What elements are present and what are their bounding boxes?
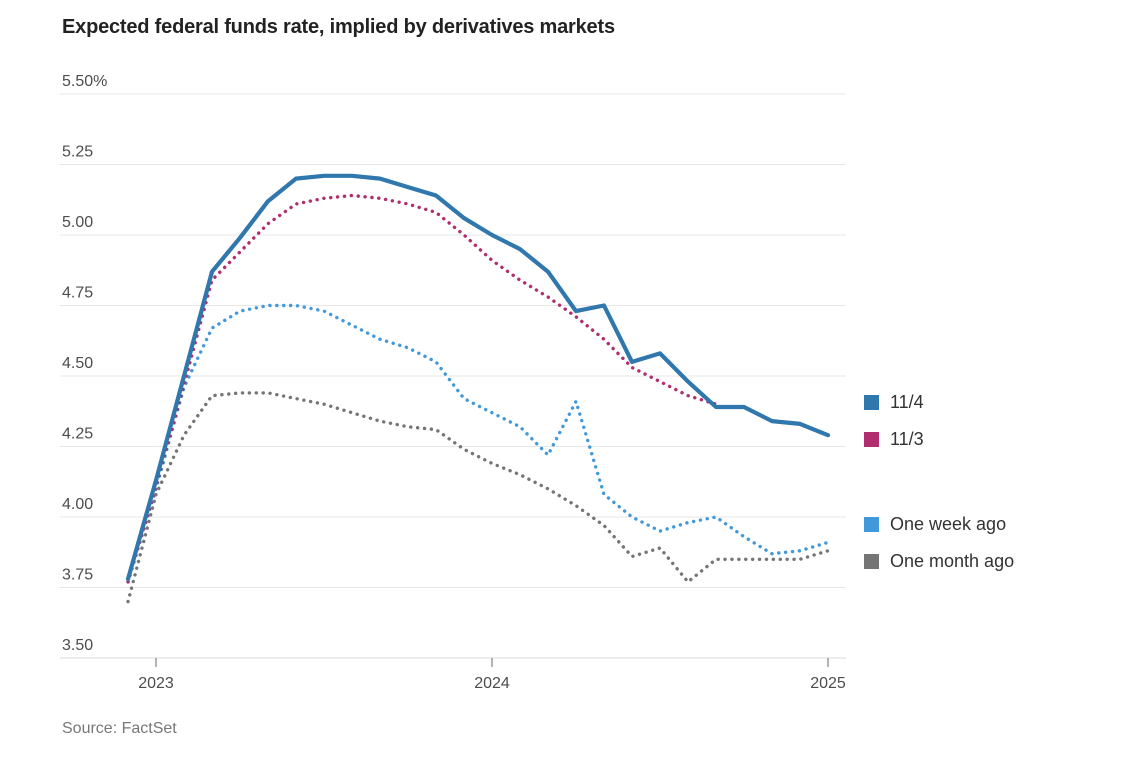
y-axis-tick-label: 3.50 <box>62 637 93 654</box>
legend-swatch <box>864 394 879 410</box>
legend-item-11-3: 11/3 <box>864 429 924 449</box>
legend-label: One week ago <box>890 513 1007 534</box>
legend-label: One month ago <box>890 550 1015 571</box>
chart-title: Expected federal funds rate, implied by … <box>62 16 615 38</box>
legend-swatch <box>864 553 879 569</box>
legend-item-11-4: 11/4 <box>864 392 924 412</box>
y-axis-tick-label: 5.25 <box>62 144 93 161</box>
y-axis-tick-label: 3.75 <box>62 567 93 584</box>
legend-label: 11/4 <box>890 391 924 412</box>
x-axis-tick-label: 2023 <box>138 675 174 692</box>
y-axis-tick-label: 5.00 <box>62 214 93 231</box>
line-11-3 <box>126 193 718 584</box>
line-11-4 <box>125 173 831 582</box>
legend-item-one-month-ago: One month ago <box>864 551 1014 571</box>
y-axis-tick-label: 4.75 <box>62 285 93 302</box>
x-axis-tick-label: 2024 <box>474 675 510 692</box>
legend-item-one-week-ago: One week ago <box>864 514 1006 534</box>
y-axis-tick-label: 4.25 <box>62 426 93 443</box>
y-axis-tick-label: 4.00 <box>62 496 93 513</box>
legend-label: 11/3 <box>890 428 924 449</box>
y-axis-tick-label: 4.50 <box>62 355 93 372</box>
source-note: Source: FactSet <box>62 720 177 737</box>
line-one-week-ago <box>126 303 830 584</box>
y-axis-tick-label: 5.50% <box>62 73 107 90</box>
legend-swatch <box>864 431 879 447</box>
line-one-month-ago <box>126 391 830 604</box>
legend-swatch <box>864 516 879 532</box>
x-axis-tick-label: 2025 <box>810 675 846 692</box>
